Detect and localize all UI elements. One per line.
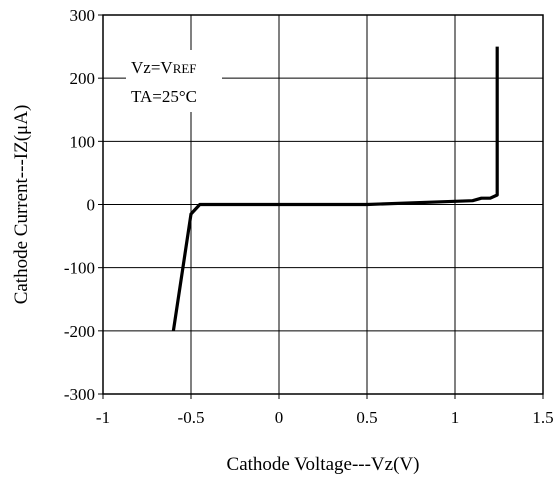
y-tick-label: 100 [70, 132, 96, 151]
annotation-temperature: TA=25°C [131, 87, 197, 106]
x-tick-label: -1 [96, 408, 110, 427]
y-tick-label: 0 [87, 196, 96, 215]
y-tick-label: -200 [64, 322, 95, 341]
y-tick-label: 200 [70, 69, 96, 88]
grid [103, 15, 543, 394]
data-series [171, 46, 499, 332]
x-axis-title: Cathode Voltage---Vz(V) [227, 454, 420, 475]
annotation-vz-subscript: REF [173, 61, 197, 76]
annotation-background [126, 50, 222, 112]
annotation-vz: Vz=VREF [131, 58, 197, 77]
annotation-vz-main: Vz=V [131, 58, 173, 77]
x-tick-label: 1.5 [532, 408, 553, 427]
annotation-box: Vz=VREF TA=25°C [126, 50, 222, 112]
series-line [171, 46, 499, 332]
x-tick-label: 0.5 [356, 408, 377, 427]
tick-labels: -1 -0.5 0 0.5 1 1.5 -300 -200 -100 0 100 200 300 [64, 6, 553, 427]
x-tick-label: 0 [275, 408, 284, 427]
y-tick-label: -300 [64, 385, 95, 404]
x-tick-label: -0.5 [178, 408, 205, 427]
x-tick-label: 1 [451, 408, 460, 427]
y-tick-label: -100 [64, 259, 95, 278]
y-tick-label: 300 [70, 6, 96, 25]
y-axis-title: Cathode Current---IZ(μA) [11, 105, 32, 305]
